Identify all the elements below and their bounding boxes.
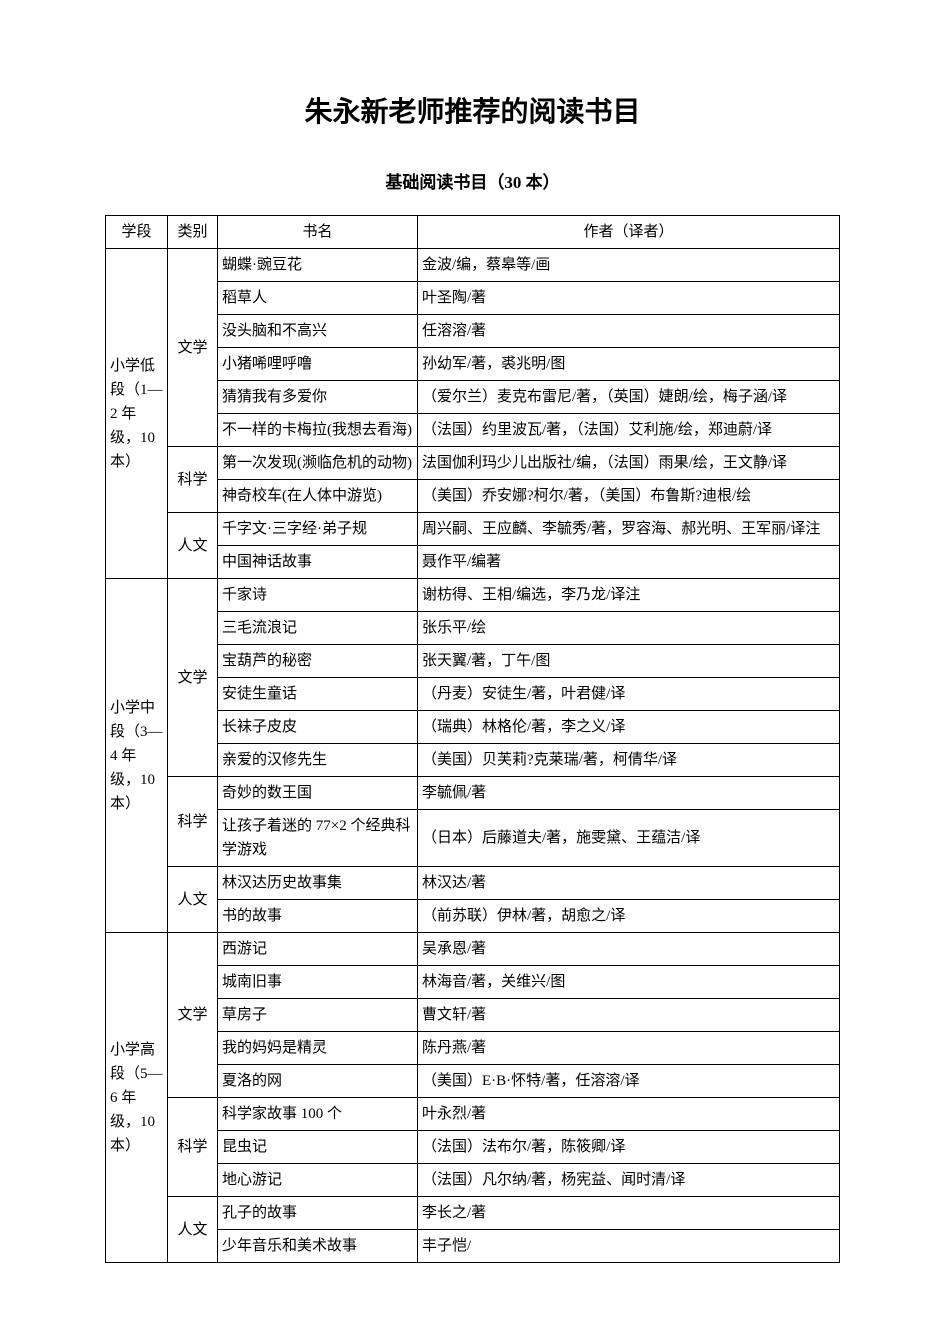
book-title-cell: 科学家故事 100 个	[218, 1098, 418, 1131]
book-title-cell: 林汉达历史故事集	[218, 867, 418, 900]
book-title-cell: 夏洛的网	[218, 1065, 418, 1098]
book-author-cell: 林海音/著，关维兴/图	[418, 966, 840, 999]
book-author-cell: （日本）后藤道夫/著，施雯黛、王蕴洁/译	[418, 810, 840, 867]
book-title-cell: 第一次发现(濒临危机的动物)	[218, 447, 418, 480]
table-row: 人文千字文·三字经·弟子规周兴嗣、王应麟、李毓秀/著，罗容海、郝光明、王军丽/译…	[106, 513, 840, 546]
book-title-cell: 蝴蝶·豌豆花	[218, 249, 418, 282]
category-cell: 人文	[168, 513, 218, 579]
book-author-cell: 聂作平/编著	[418, 546, 840, 579]
book-author-cell: （法国）约里波瓦/著，（法国）艾利施/绘，郑迪蔚/译	[418, 414, 840, 447]
book-title-cell: 亲爱的汉修先生	[218, 744, 418, 777]
book-author-cell: 李毓佩/著	[418, 777, 840, 810]
category-cell: 人文	[168, 1197, 218, 1263]
category-cell: 文学	[168, 933, 218, 1098]
book-title-cell: 让孩子着迷的 77×2 个经典科学游戏	[218, 810, 418, 867]
category-cell: 人文	[168, 867, 218, 933]
book-author-cell: 孙幼军/著，裘兆明/图	[418, 348, 840, 381]
header-stage: 学段	[106, 216, 168, 249]
category-cell: 科学	[168, 1098, 218, 1197]
book-author-cell: （爱尔兰）麦克布雷尼/著，（英国）婕朗/绘，梅子涵/译	[418, 381, 840, 414]
book-title-cell: 西游记	[218, 933, 418, 966]
book-title-cell: 宝葫芦的秘密	[218, 645, 418, 678]
book-title-cell: 草房子	[218, 999, 418, 1032]
book-title-cell: 长袜子皮皮	[218, 711, 418, 744]
book-title-cell: 猜猜我有多爱你	[218, 381, 418, 414]
table-row: 科学奇妙的数王国李毓佩/著	[106, 777, 840, 810]
book-author-cell: 曹文轩/著	[418, 999, 840, 1032]
table-row: 科学第一次发现(濒临危机的动物)法国伽利玛少儿出版社/编，（法国）雨果/绘，王文…	[106, 447, 840, 480]
category-cell: 科学	[168, 447, 218, 513]
book-author-cell: 陈丹燕/著	[418, 1032, 840, 1065]
book-author-cell: 张乐平/绘	[418, 612, 840, 645]
page-title: 朱永新老师推荐的阅读书目	[105, 90, 840, 130]
table-row: 小学低段（1—2 年级，10本）文学蝴蝶·豌豆花金波/编，蔡皋等/画	[106, 249, 840, 282]
book-title-cell: 千字文·三字经·弟子规	[218, 513, 418, 546]
book-author-cell: （美国）贝芙莉?克莱瑞/著，柯倩华/译	[418, 744, 840, 777]
book-author-cell: （美国）E·B·怀特/著，任溶溶/译	[418, 1065, 840, 1098]
book-title-cell: 三毛流浪记	[218, 612, 418, 645]
category-cell: 文学	[168, 579, 218, 777]
category-cell: 科学	[168, 777, 218, 867]
category-cell: 文学	[168, 249, 218, 447]
book-author-cell: 叶圣陶/著	[418, 282, 840, 315]
book-author-cell: 林汉达/著	[418, 867, 840, 900]
book-author-cell: 法国伽利玛少儿出版社/编，（法国）雨果/绘，王文静/译	[418, 447, 840, 480]
table-header-row: 学段 类别 书名 作者（译者）	[106, 216, 840, 249]
book-author-cell: 周兴嗣、王应麟、李毓秀/著，罗容海、郝光明、王军丽/译注	[418, 513, 840, 546]
book-author-cell: （瑞典）林格伦/著，李之义/译	[418, 711, 840, 744]
book-title-cell: 稻草人	[218, 282, 418, 315]
book-author-cell: 李长之/著	[418, 1197, 840, 1230]
book-title-cell: 我的妈妈是精灵	[218, 1032, 418, 1065]
book-title-cell: 昆虫记	[218, 1131, 418, 1164]
table-row: 小学高段（5—6 年级，10本）文学西游记吴承恩/著	[106, 933, 840, 966]
book-author-cell: 丰子恺/	[418, 1230, 840, 1263]
book-title-cell: 奇妙的数王国	[218, 777, 418, 810]
page-subtitle: 基础阅读书目（30 本）	[105, 168, 840, 193]
book-author-cell: （法国）法布尔/著，陈筱卿/译	[418, 1131, 840, 1164]
book-title-cell: 少年音乐和美术故事	[218, 1230, 418, 1263]
book-author-cell: （法国）凡尔纳/著，杨宪益、闻时清/译	[418, 1164, 840, 1197]
book-author-cell: 张天翼/著，丁午/图	[418, 645, 840, 678]
book-title-cell: 地心游记	[218, 1164, 418, 1197]
book-title-cell: 小猪唏哩呼噜	[218, 348, 418, 381]
book-title-cell: 神奇校车(在人体中游览)	[218, 480, 418, 513]
table-row: 人文林汉达历史故事集林汉达/著	[106, 867, 840, 900]
reading-list-table: 学段 类别 书名 作者（译者） 小学低段（1—2 年级，10本）文学蝴蝶·豌豆花…	[105, 215, 840, 1263]
book-author-cell: 谢枋得、王相/编选，李乃龙/译注	[418, 579, 840, 612]
book-title-cell: 书的故事	[218, 900, 418, 933]
book-title-cell: 千家诗	[218, 579, 418, 612]
book-author-cell: 吴承恩/著	[418, 933, 840, 966]
book-title-cell: 不一样的卡梅拉(我想去看海)	[218, 414, 418, 447]
book-title-cell: 城南旧事	[218, 966, 418, 999]
book-author-cell: 叶永烈/著	[418, 1098, 840, 1131]
header-title: 书名	[218, 216, 418, 249]
book-author-cell: （前苏联）伊林/著，胡愈之/译	[418, 900, 840, 933]
table-row: 小学中段（3—4 年级，10本）文学千家诗谢枋得、王相/编选，李乃龙/译注	[106, 579, 840, 612]
header-category: 类别	[168, 216, 218, 249]
stage-cell: 小学高段（5—6 年级，10本）	[106, 933, 168, 1263]
table-row: 人文孔子的故事李长之/著	[106, 1197, 840, 1230]
table-row: 科学科学家故事 100 个叶永烈/著	[106, 1098, 840, 1131]
header-author: 作者（译者）	[418, 216, 840, 249]
book-title-cell: 中国神话故事	[218, 546, 418, 579]
book-title-cell: 没头脑和不高兴	[218, 315, 418, 348]
book-author-cell: 任溶溶/著	[418, 315, 840, 348]
book-author-cell: 金波/编，蔡皋等/画	[418, 249, 840, 282]
book-author-cell: （丹麦）安徒生/著，叶君健/译	[418, 678, 840, 711]
book-author-cell: （美国）乔安娜?柯尔/著，（美国）布鲁斯?迪根/绘	[418, 480, 840, 513]
stage-cell: 小学低段（1—2 年级，10本）	[106, 249, 168, 579]
stage-cell: 小学中段（3—4 年级，10本）	[106, 579, 168, 933]
book-title-cell: 孔子的故事	[218, 1197, 418, 1230]
book-title-cell: 安徒生童话	[218, 678, 418, 711]
